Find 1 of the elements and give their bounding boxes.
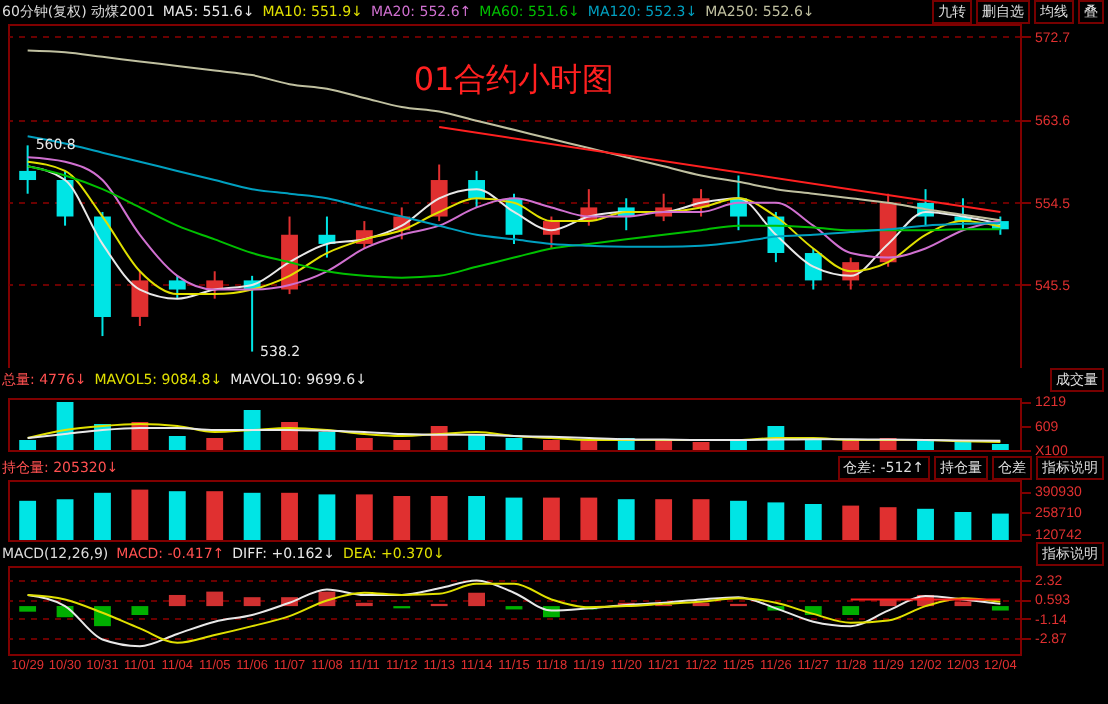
text: 01合约小时图 <box>413 60 615 98</box>
